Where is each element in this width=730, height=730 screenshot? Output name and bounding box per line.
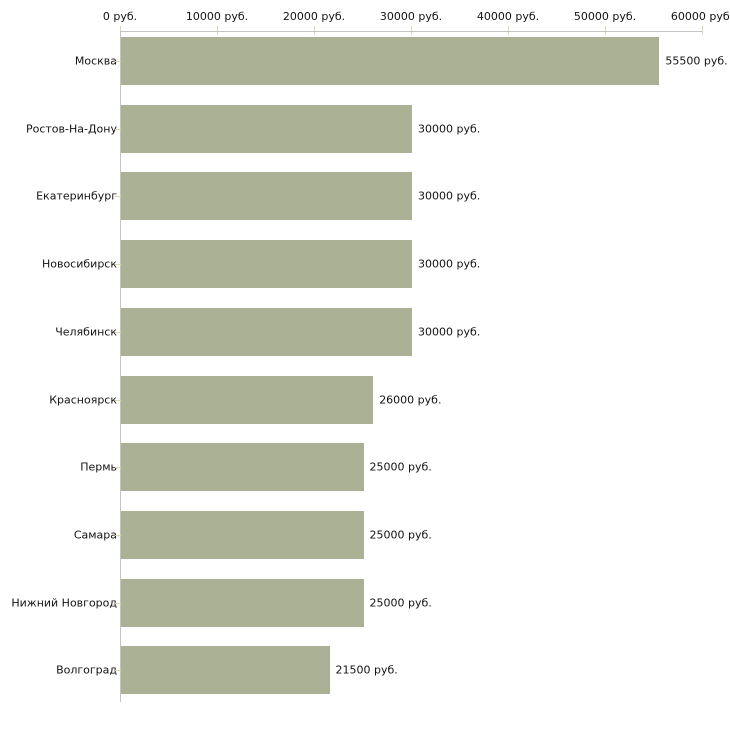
x-axis-tick	[411, 26, 412, 35]
bar-row: Ростов-На-Дону 30000 руб.	[0, 105, 730, 153]
category-tick	[115, 196, 121, 197]
x-axis-tick-label: 30000 руб.	[379, 10, 443, 23]
x-axis-tick-label: 20000 руб.	[282, 10, 346, 23]
bar	[121, 579, 364, 627]
bar	[121, 308, 412, 356]
x-axis-tick	[508, 26, 509, 35]
bar	[121, 37, 660, 85]
bar	[121, 105, 412, 153]
category-label: Москва	[74, 54, 117, 68]
category-tick	[115, 332, 121, 333]
bar	[121, 443, 364, 491]
bar	[121, 511, 364, 559]
bar	[121, 646, 330, 694]
bar	[121, 240, 412, 288]
x-axis-tick	[217, 26, 218, 35]
value-label: 25000 руб.	[369, 528, 432, 542]
category-label: Волгоград	[56, 663, 117, 677]
bar-row: Москва 55500 руб.	[0, 37, 730, 85]
category-tick	[115, 535, 121, 536]
category-tick	[115, 129, 121, 130]
value-label: 55500 руб.	[665, 54, 728, 68]
category-label: Пермь	[80, 460, 117, 474]
value-label: 30000 руб.	[418, 189, 481, 203]
bar-row: Екатеринбург 30000 руб.	[0, 172, 730, 220]
x-axis-tick	[702, 26, 703, 35]
category-tick	[115, 264, 121, 265]
category-tick	[115, 400, 121, 401]
bar-row: Челябинск 30000 руб.	[0, 308, 730, 356]
category-label: Ростов-На-Дону	[25, 122, 117, 136]
x-axis-tick-label: 50000 руб.	[573, 10, 637, 23]
x-axis-tick	[314, 26, 315, 35]
bar-row: Самара 25000 руб.	[0, 511, 730, 559]
bar	[121, 376, 374, 424]
value-label: 25000 руб.	[369, 596, 432, 610]
value-label: 21500 руб.	[335, 663, 398, 677]
category-label: Челябинск	[55, 325, 117, 339]
x-axis-tick-label: 0 руб.	[102, 10, 138, 23]
category-tick	[115, 670, 121, 671]
value-label: 30000 руб.	[418, 122, 481, 136]
x-axis-tick	[605, 26, 606, 35]
x-axis-tick-label: 10000 руб.	[185, 10, 249, 23]
bar-row: Новосибирск 30000 руб.	[0, 240, 730, 288]
value-label: 25000 руб.	[369, 460, 432, 474]
value-label: 30000 руб.	[418, 325, 481, 339]
x-axis-line	[120, 31, 702, 32]
x-axis-tick-label: 40000 руб.	[476, 10, 540, 23]
bar-row: Пермь 25000 руб.	[0, 443, 730, 491]
category-tick	[115, 603, 121, 604]
value-label: 26000 руб.	[379, 393, 442, 407]
y-axis-line	[120, 31, 121, 702]
category-label: Самара	[73, 528, 117, 542]
category-label: Новосибирск	[41, 257, 117, 271]
bar	[121, 172, 412, 220]
value-label: 30000 руб.	[418, 257, 481, 271]
x-axis-tick-label: 60000 руб.	[670, 10, 730, 23]
category-label: Красноярск	[49, 393, 117, 407]
category-label: Нижний Новгород	[11, 596, 117, 610]
category-tick	[115, 61, 121, 62]
bar-row: Волгоград 21500 руб.	[0, 646, 730, 694]
bar-row: Красноярск 26000 руб.	[0, 376, 730, 424]
bar-row: Нижний Новгород 25000 руб.	[0, 579, 730, 627]
x-axis-tick	[120, 26, 121, 35]
category-label: Екатеринбург	[36, 189, 117, 203]
category-tick	[115, 467, 121, 468]
